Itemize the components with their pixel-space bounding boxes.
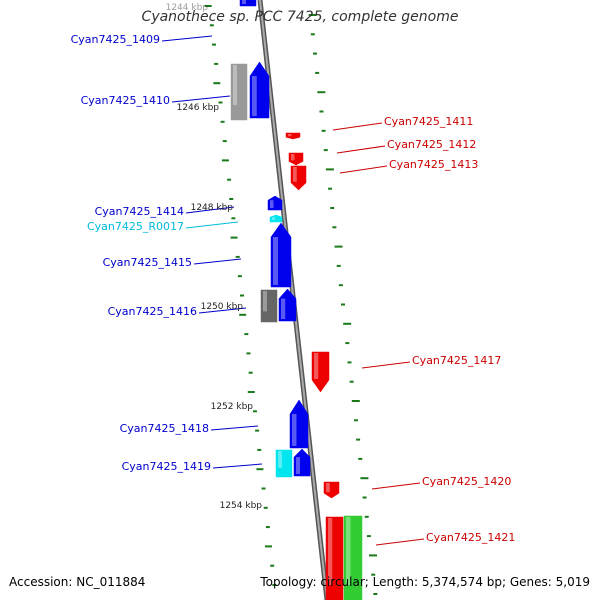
label-leader-lines bbox=[161, 35, 425, 546]
gene-shine bbox=[296, 457, 300, 474]
gene-arrow bbox=[249, 61, 270, 119]
gene-leader-line bbox=[371, 482, 421, 490]
gene-shine bbox=[252, 76, 257, 116]
gene-shine bbox=[288, 134, 292, 137]
gene-labels: Cyan7425_1409 Cyan7425_1410 Cyan7425_1411 C… bbox=[71, 33, 516, 544]
gene-shine bbox=[233, 65, 237, 105]
kbp-label: 1250 kbp bbox=[201, 302, 244, 312]
gene-label: Cyan7425_1419 bbox=[122, 460, 211, 473]
gene-shine bbox=[281, 298, 286, 319]
rna-block bbox=[275, 449, 293, 478]
kbp-label: 1244 kbp bbox=[166, 3, 209, 13]
gene-label: Cyan7425_1414 bbox=[95, 205, 184, 218]
left-tick-marks bbox=[204, 5, 277, 586]
gene-leader-line bbox=[198, 307, 247, 314]
gene-shine bbox=[270, 200, 274, 208]
right-tick-marks bbox=[308, 14, 378, 595]
gene-features bbox=[230, 0, 363, 600]
gene-label: Cyan7425_1418 bbox=[120, 422, 209, 435]
gene-arrow bbox=[285, 132, 301, 140]
gene-leader-line bbox=[171, 95, 231, 103]
gene-arrow bbox=[270, 222, 292, 288]
gene-block bbox=[260, 289, 278, 323]
gene-leader-line bbox=[210, 425, 259, 431]
gene-leader-line bbox=[336, 145, 386, 154]
gene-block bbox=[325, 516, 344, 600]
gene-label: Cyan7425_1416 bbox=[108, 305, 197, 318]
gene-leader-line bbox=[332, 122, 383, 131]
gene-arrow bbox=[323, 481, 340, 499]
genome-summary-text: Topology: circular; Length: 5,374,574 bp… bbox=[260, 575, 590, 589]
gene-block bbox=[230, 63, 248, 121]
gene-leader-line bbox=[185, 206, 235, 214]
accession-text: Accession: NC_011884 bbox=[9, 575, 146, 589]
gene-shine bbox=[314, 353, 319, 379]
gene-shine bbox=[278, 451, 282, 468]
gene-label: Cyan7425_1409 bbox=[71, 33, 160, 46]
gene-leader-line bbox=[161, 35, 213, 42]
gene-leader-line bbox=[185, 221, 239, 229]
gene-shine bbox=[326, 483, 330, 493]
gene-label: Cyan7425_1421 bbox=[426, 531, 515, 544]
gene-label: Cyan7425_1410 bbox=[81, 94, 170, 107]
gene-shine bbox=[328, 518, 333, 585]
kbp-label: 1246 kbp bbox=[177, 103, 220, 113]
kbp-scale-labels: 1244 kbp 1246 kbp 1248 kbp 1250 kbp 1252 kbp… bbox=[166, 3, 263, 511]
gene-arrow bbox=[239, 0, 257, 7]
gene-shine bbox=[242, 0, 246, 4]
gene-label: Cyan7425_1412 bbox=[387, 138, 476, 151]
gene-label: Cyan7425_R0017 bbox=[87, 220, 184, 233]
gene-shine bbox=[263, 291, 267, 312]
gene-arrow bbox=[267, 195, 283, 211]
gene-leader-line bbox=[361, 361, 411, 369]
gene-leader-line bbox=[193, 258, 242, 265]
gene-label: Cyan7425_1415 bbox=[103, 256, 192, 269]
gene-shine bbox=[291, 154, 295, 161]
kbp-label: 1254 kbp bbox=[220, 501, 263, 511]
rna-arrow bbox=[269, 214, 283, 223]
gene-leader-line bbox=[375, 538, 425, 546]
gene-shine bbox=[272, 217, 275, 220]
gene-leader-line bbox=[339, 165, 388, 174]
gene-arrow bbox=[288, 152, 304, 166]
gene-arrow bbox=[293, 448, 311, 477]
gene-arrow bbox=[289, 399, 309, 449]
kbp-label: 1252 kbp bbox=[211, 402, 254, 412]
gene-leader-line bbox=[212, 463, 263, 469]
gene-shine bbox=[346, 517, 351, 585]
gene-block bbox=[343, 515, 363, 600]
gene-shine bbox=[273, 237, 278, 285]
gene-arrow bbox=[278, 288, 297, 322]
gene-shine bbox=[292, 414, 297, 446]
kbp-label: 1248 kbp bbox=[191, 203, 234, 213]
gene-label: Cyan7425_1420 bbox=[422, 475, 511, 488]
gene-arrow bbox=[311, 351, 330, 393]
gene-label: Cyan7425_1413 bbox=[389, 158, 478, 171]
gene-label: Cyan7425_1411 bbox=[384, 115, 473, 128]
map-title: Cyanothece sp. PCC 7425, complete genome bbox=[141, 9, 459, 25]
gene-shine bbox=[293, 167, 297, 182]
gene-label: Cyan7425_1417 bbox=[412, 354, 501, 367]
gene-arrow bbox=[290, 165, 307, 191]
